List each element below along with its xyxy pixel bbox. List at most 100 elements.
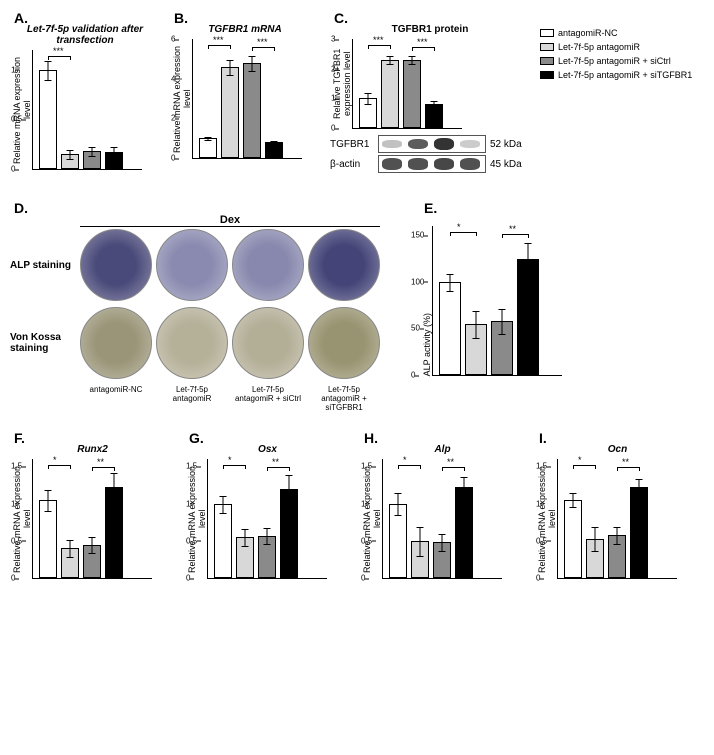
blot-band (382, 140, 402, 148)
panel-B-title: TGFBR1 mRNA (170, 24, 320, 35)
stain-col-label: Let-7f-5p antagomiR (156, 385, 228, 412)
bar (586, 539, 604, 578)
bar (433, 542, 451, 578)
alp-label: ALP staining (10, 260, 76, 271)
significance-label: * (578, 455, 582, 465)
bar (39, 70, 57, 169)
bar (280, 489, 298, 578)
vk-label: Von Kossa staining (10, 332, 76, 354)
bar (105, 152, 123, 169)
significance-label: ** (447, 457, 454, 467)
significance-label: * (457, 222, 461, 232)
chart-E: 050100150*** (432, 226, 562, 376)
blot-tgfbr1-label: TGFBR1 (330, 139, 374, 150)
significance-label: * (403, 455, 407, 465)
stain-circle (80, 229, 152, 301)
blot-band (408, 139, 428, 150)
significance-label: ** (97, 457, 104, 467)
panel-H-label: H. (364, 430, 378, 446)
bar (221, 67, 239, 158)
blot-tgfbr1 (378, 135, 486, 153)
legend-label: Let-7f-5p antagomiR (558, 42, 640, 52)
legend-label: antagomiR-NC (558, 28, 618, 38)
bar (517, 259, 539, 375)
significance-label: *** (213, 35, 224, 45)
bar (61, 154, 79, 169)
panel-H-title: Alp (360, 444, 525, 455)
bar (83, 151, 101, 169)
significance-label: *** (417, 37, 428, 47)
vk-circles (80, 307, 380, 379)
stain-col-label: Let-7f-5p antagomiR + siCtrl (232, 385, 304, 412)
dex-label: Dex (80, 214, 380, 227)
bar (564, 500, 582, 578)
blot-actin-label: β-actin (330, 159, 374, 170)
stain-circle (80, 307, 152, 379)
stain-col-label: Let-7f-5p antagomiR + siTGFBR1 (308, 385, 380, 412)
bar (381, 60, 399, 128)
panel-C: C. TGFBR1 protein Relative TGFBR1 expres… (330, 10, 530, 190)
legend: antagomiR-NC Let-7f-5p antagomiR Let-7f-5p… (540, 10, 692, 190)
bar (236, 537, 254, 578)
stain-circle (232, 307, 304, 379)
panel-A-label: A. (14, 10, 28, 26)
stain-circle (308, 307, 380, 379)
bar (403, 60, 421, 128)
blot-actin-mw: 45 kDa (490, 159, 522, 170)
panel-E: E. ALP activity (%) 050100150*** (420, 200, 620, 420)
panel-I-title: Ocn (535, 444, 700, 455)
chart-I: 00.511.5*** (557, 459, 677, 579)
stain-col-labels: antagomiR-NCLet-7f-5p antagomiRLet-7f-5p… (80, 385, 410, 412)
panel-G: G. Osx Relative mRNA expression level 00… (185, 430, 350, 600)
panel-B: B. TGFBR1 mRNA Relative mRNA expression … (170, 10, 320, 190)
bar (608, 535, 626, 578)
legend-item: Let-7f-5p antagomiR + siTGFBR1 (540, 70, 692, 80)
legend-label: Let-7f-5p antagomiR + siTGFBR1 (558, 70, 692, 80)
staining: ALP staining Von Kossa staining antagomi… (10, 229, 410, 412)
panel-F-label: F. (14, 430, 25, 446)
panel-D: D. Dex ALP staining Von Kossa staining a… (10, 200, 410, 420)
chart-H: 00.511.5*** (382, 459, 502, 579)
bar (258, 536, 276, 578)
row-1: A. Let-7f-5p validation after transfecti… (10, 10, 704, 190)
bar (630, 487, 648, 578)
bar (61, 548, 79, 578)
bar (199, 138, 217, 158)
bar (411, 541, 429, 578)
bar (359, 98, 377, 128)
bar (465, 324, 487, 375)
panel-C-label: C. (334, 10, 348, 26)
chart-A: 00.51*** (32, 50, 142, 170)
blot-tgfbr1-mw: 52 kDa (490, 139, 522, 150)
panel-F-title: Runx2 (10, 444, 175, 455)
significance-label: ** (622, 457, 629, 467)
stain-circle (156, 229, 228, 301)
panel-G-label: G. (189, 430, 204, 446)
bar (214, 504, 232, 578)
vk-row: Von Kossa staining (10, 307, 410, 379)
bar (105, 487, 123, 578)
significance-label: ** (509, 224, 516, 234)
significance-label: * (228, 455, 232, 465)
panel-F: F. Runx2 Relative mRNA expression level … (10, 430, 175, 600)
legend-swatch (540, 71, 554, 79)
blot-band (382, 158, 402, 169)
bar (83, 545, 101, 578)
chart-G: 00.511.5*** (207, 459, 327, 579)
legend-label: Let-7f-5p antagomiR + siCtrl (558, 56, 671, 66)
bar (265, 142, 283, 158)
bar (455, 487, 473, 578)
bar (243, 63, 261, 158)
panel-I-label: I. (539, 430, 547, 446)
bar (439, 282, 461, 375)
panel-E-label: E. (424, 200, 437, 216)
blot-band (460, 158, 480, 169)
stain-circle (308, 229, 380, 301)
bar (389, 504, 407, 578)
significance-label: * (53, 455, 57, 465)
chart-F: 00.511.5*** (32, 459, 152, 579)
stain-col-label: antagomiR-NC (80, 385, 152, 412)
bar (39, 500, 57, 578)
significance-label: *** (257, 37, 268, 47)
legend-item: Let-7f-5p antagomiR (540, 42, 692, 52)
